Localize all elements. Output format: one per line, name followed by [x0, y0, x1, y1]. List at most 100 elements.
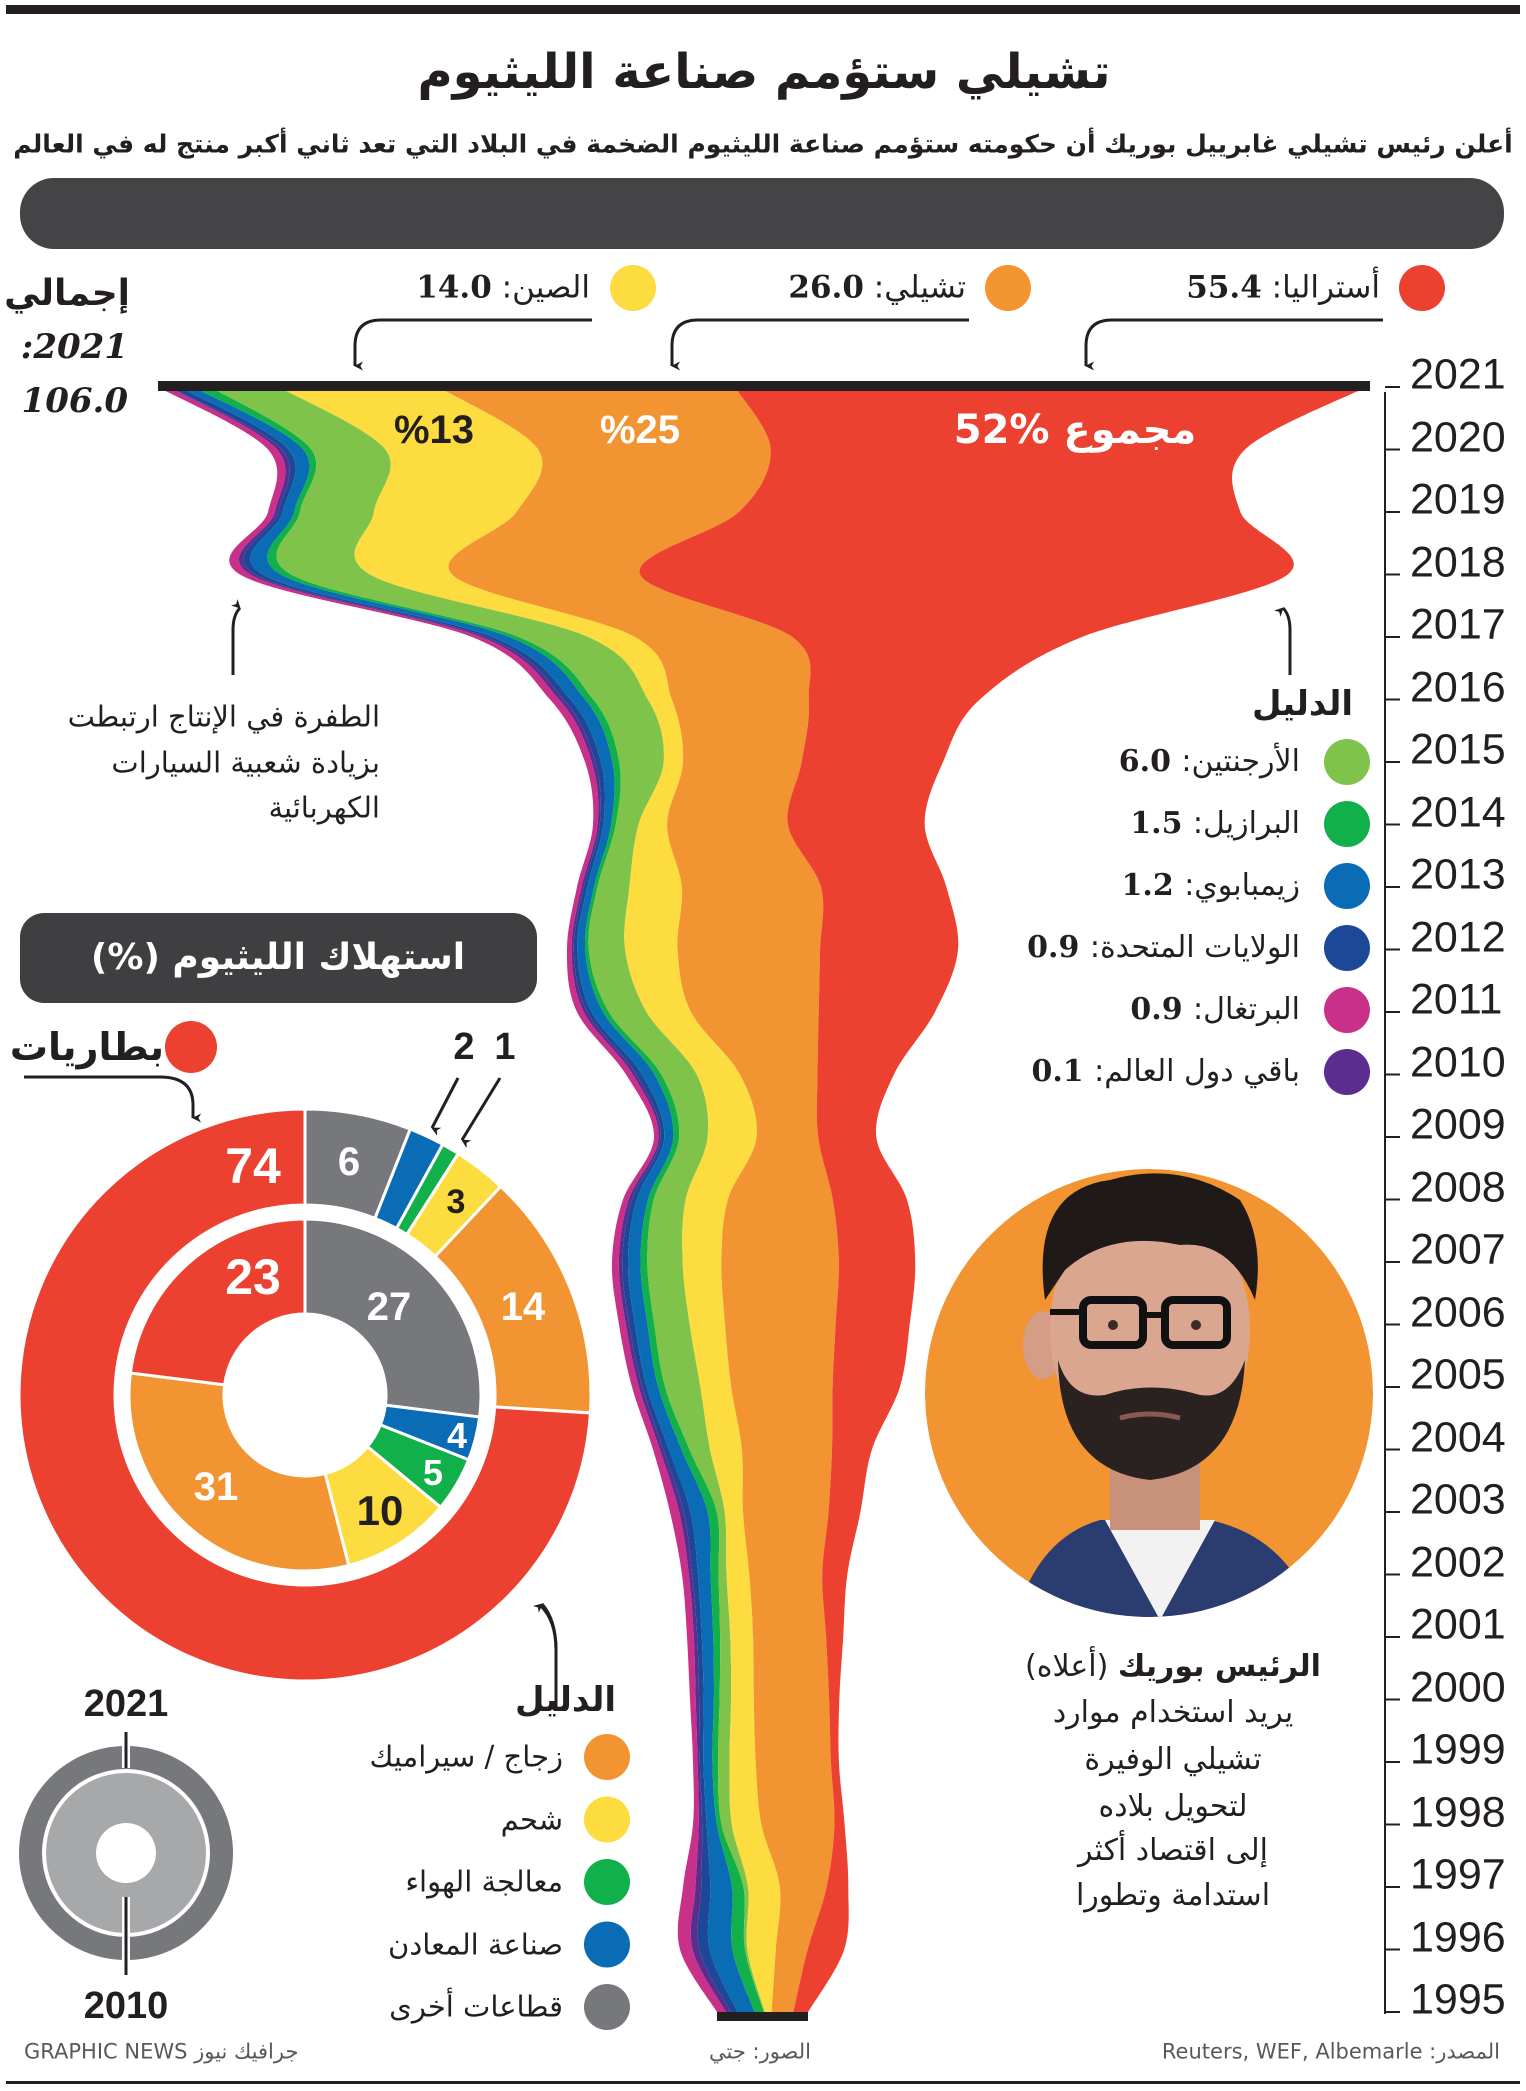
donut-label: 23	[225, 1249, 281, 1305]
legend-label: باقي دول العالم	[1094, 1054, 1300, 1089]
legend-label: البرتغال	[1193, 992, 1300, 1027]
year-label: 2015	[1410, 725, 1506, 774]
legend-dot-china	[610, 265, 656, 311]
top-rule	[6, 5, 1520, 14]
year-label: 2014	[1410, 788, 1506, 836]
legend-label: الصين	[502, 270, 590, 306]
annotation-line: الكهربائية	[268, 790, 380, 825]
batteries-label: بطاريات	[9, 1025, 164, 1069]
year-label: 2002	[1410, 1538, 1506, 1586]
legend-item-australia: أستراليا 55.4	[1186, 269, 1380, 306]
stream-bottom-bar	[717, 2012, 808, 2021]
legend-value: 14.0	[416, 269, 492, 306]
header-panel	[20, 178, 1504, 249]
legend-dot-argentina	[1324, 739, 1370, 785]
legend-item-argentina: الأرجنتين 6.0	[1119, 744, 1300, 779]
stream-layer-china	[278, 387, 781, 2012]
arrow-china	[353, 318, 592, 371]
consumption-title-panel	[20, 913, 537, 1003]
stream-top-bar	[158, 381, 1370, 391]
donut-slice-2010-0	[303, 1217, 483, 1419]
year-axis-ticks	[1385, 386, 1400, 2013]
legend-value: 26.0	[788, 269, 864, 306]
stream-layer-zimbabwe	[179, 387, 755, 2012]
stream-layer-brazil	[193, 387, 764, 2012]
legend-label: تشيلي	[874, 270, 966, 306]
caption-line: إلى اقتصاد أكثر	[1077, 1833, 1269, 1868]
year-label: 2004	[1410, 1413, 1506, 1461]
page-subtitle: أعلن رئيس تشيلي غابرييل بوريك أن حكومته …	[13, 129, 1513, 159]
legend-dot-australia	[1399, 265, 1445, 311]
year-label: 1996	[1410, 1913, 1506, 1961]
donut-slice-2021-5	[17, 1107, 593, 1683]
production-streamgraph	[158, 387, 1367, 2012]
total-year: 2021:	[20, 327, 128, 367]
year-label: 2016	[1410, 663, 1506, 711]
legend-dot-sector	[584, 1734, 630, 1780]
donut-label: 6	[337, 1140, 361, 1184]
year-label: 2020	[1410, 413, 1506, 461]
consumption-legend-title: الدليل	[514, 1680, 616, 1720]
legend-item-sector: قطاعات أخرى	[389, 1989, 563, 2024]
legend-dot-portugal	[1324, 987, 1370, 1033]
legend-dot-sector	[584, 1921, 630, 1968]
batteries-arrow	[24, 1075, 202, 1123]
year-label: 2008	[1410, 1163, 1506, 1211]
stream-legend-title: الدليل	[1251, 684, 1353, 724]
ring-key-2010: 2010	[83, 1985, 169, 2027]
legend-item-brazil: البرازيل 1.5	[1130, 806, 1300, 841]
year-label: 1998	[1410, 1788, 1506, 1836]
year-label: 2007	[1410, 1225, 1506, 1274]
consumption-title: استهلاك الليثيوم (%)	[90, 937, 466, 978]
year-label: 2021	[1410, 350, 1506, 399]
bottom-rule	[6, 2081, 1520, 2084]
year-label: 2019	[1410, 475, 1506, 524]
year-label: 2001	[1410, 1600, 1506, 1649]
caption-line: تشيلي الوفيرة	[1084, 1742, 1262, 1777]
legend-dot-us	[1324, 925, 1370, 971]
year-label: 2000	[1410, 1663, 1506, 1711]
year-label: 2018	[1410, 538, 1506, 586]
year-label: 2017	[1410, 600, 1506, 649]
annotation-arrow-right	[1274, 606, 1292, 675]
year-label: 2012	[1410, 913, 1506, 961]
donut-label: 14	[500, 1285, 546, 1329]
annotation-arrow-left	[231, 599, 242, 675]
donut-label: 10	[356, 1487, 404, 1534]
legend-dot-zimbabwe	[1324, 863, 1370, 909]
legend-label: البرازيل	[1193, 806, 1300, 841]
legend-item-us: الولايات المتحدة 0.9	[1027, 930, 1300, 965]
total-label: إجمالي	[4, 273, 130, 314]
legend-label: الأرجنتين	[1181, 744, 1300, 779]
donut-label: 4	[446, 1415, 468, 1456]
legend-value: 0.9	[1130, 992, 1194, 1027]
legend-label: زيمبابوي	[1184, 868, 1300, 903]
year-label: 2013	[1410, 850, 1506, 899]
legend-dot-sector	[584, 1859, 630, 1905]
legend-value: 55.4	[1186, 269, 1262, 306]
year-label: 1997	[1410, 1850, 1506, 1899]
legend-item-sector: صناعة المعادن	[388, 1927, 563, 1961]
caption-line: لتحويل بلاده	[1098, 1789, 1248, 1824]
legend-dot-chile	[985, 265, 1031, 311]
year-label: 2005	[1410, 1350, 1506, 1399]
legend-value: 1.5	[1130, 806, 1193, 841]
donut-label: 27	[366, 1285, 412, 1329]
page-title: تشيلي ستؤمم صناعة الليثيوم	[417, 44, 1111, 100]
share-label-chile: %25	[599, 408, 681, 452]
ring-key-2021: 2021	[83, 1683, 169, 1725]
year-label: 2003	[1410, 1475, 1506, 1524]
donut-label: 74	[225, 1138, 281, 1194]
caption-name: الرئيس بوريك	[1117, 1649, 1321, 1684]
legend-item-chile: تشيلي 26.0	[788, 269, 966, 306]
donut-slice-2010-4	[127, 1371, 351, 1573]
legend-item-sector: زجاج / سيراميك	[369, 1739, 563, 1774]
caption-line: استدامة وتطورا	[1075, 1878, 1271, 1913]
air-2021-value: 1	[494, 1026, 516, 1068]
year-label: 2009	[1410, 1100, 1506, 1149]
footer-source: المصدر: Reuters, WEF, Albemarle	[1161, 2039, 1500, 2064]
footer-credit: جرافيك نيوز GRAPHIC NEWS	[24, 2039, 299, 2064]
legend-dot-sector	[584, 1796, 630, 1843]
legend-dot-sector	[584, 1984, 630, 2030]
